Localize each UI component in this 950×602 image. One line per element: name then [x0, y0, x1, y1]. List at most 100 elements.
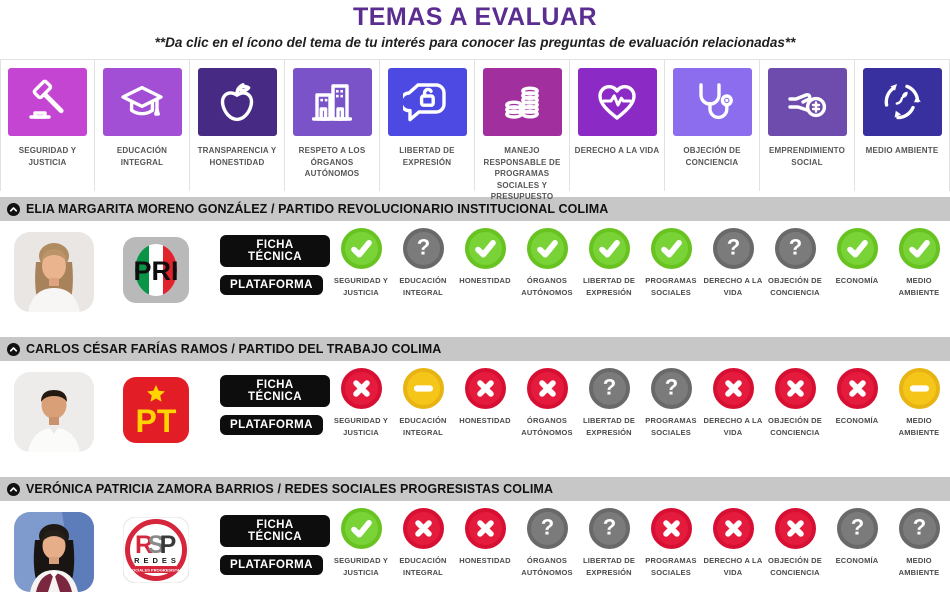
check-icon: [588, 228, 630, 269]
topic-card[interactable]: SEGURIDAD Y JUSTICIA: [0, 60, 95, 191]
result-item: OBJECIÓN DE CONCIENCIA: [764, 508, 826, 602]
ficha-tecnica-button[interactable]: FICHA TÉCNICA: [220, 515, 330, 547]
check-icon: [836, 228, 878, 269]
result-item: SEGURIDAD Y JUSTICIA: [330, 508, 392, 602]
section-header[interactable]: CARLOS CÉSAR FARÍAS RAMOS / PARTIDO DEL …: [0, 337, 950, 361]
pt-party-logo: PT: [123, 377, 189, 443]
cross-icon: [526, 368, 568, 409]
stethoscope-icon[interactable]: [672, 68, 752, 136]
result-item: DERECHO A LA VIDA: [702, 508, 764, 602]
result-item: HONESTIDAD: [454, 508, 516, 602]
candidate-buttons: FICHA TÉCNICA PLATAFORMA: [220, 512, 330, 602]
question-icon: ?: [774, 228, 816, 269]
svg-text:S: S: [148, 531, 165, 559]
collapse-chevron-icon[interactable]: [7, 482, 20, 496]
cross-icon: [774, 368, 816, 409]
result-item: ? ÓRGANOS AUTÓNOMOS: [516, 508, 578, 602]
svg-text:REDES: REDES: [134, 556, 180, 565]
heart-pulse-icon[interactable]: [577, 68, 657, 136]
candidate-section: ELIA MARGARITA MORENO GONZÁLEZ / PARTIDO…: [0, 197, 950, 331]
result-item: OBJECIÓN DE CONCIENCIA: [764, 368, 826, 471]
speech-lock-icon[interactable]: [387, 68, 467, 136]
coins-icon[interactable]: [482, 68, 562, 136]
topic-card[interactable]: OBJECIÓN DE CONCIENCIA: [665, 60, 760, 191]
svg-text:SOCIALES PROGRESISTAS: SOCIALES PROGRESISTAS: [129, 567, 182, 572]
topic-card[interactable]: DERECHO A LA VIDA: [570, 60, 665, 191]
result-item: ECONOMÍA: [826, 368, 888, 471]
collapse-chevron-icon[interactable]: [7, 202, 20, 216]
section-header[interactable]: ELIA MARGARITA MORENO GONZÁLEZ / PARTIDO…: [0, 197, 950, 221]
topic-card[interactable]: LIBERTAD DE EXPRESIÓN: [380, 60, 475, 191]
result-item: MEDIO AMBIENTE: [888, 228, 950, 331]
candidate-left-block: PT FICHA TÉCNICA PLATAFORMA: [0, 361, 330, 471]
result-label: SEGURIDAD Y JUSTICIA: [333, 416, 389, 437]
result-label: ECONOMÍA: [835, 276, 879, 285]
cross-icon: [402, 508, 444, 549]
result-label: OBJECIÓN DE CONCIENCIA: [768, 276, 822, 297]
topic-label: MEDIO AMBIENTE: [865, 146, 939, 155]
cross-icon: [712, 508, 754, 549]
ficha-tecnica-button[interactable]: FICHA TÉCNICA: [220, 235, 330, 267]
candidate-name: VERÓNICA PATRICIA ZAMORA BARRIOS / REDES…: [26, 482, 554, 496]
result-label: DERECHO A LA VIDA: [703, 556, 763, 577]
candidate-buttons: FICHA TÉCNICA PLATAFORMA: [220, 372, 330, 471]
topic-card[interactable]: MEDIO AMBIENTE: [855, 60, 950, 191]
result-label: OBJECIÓN DE CONCIENCIA: [768, 556, 822, 577]
section-header[interactable]: VERÓNICA PATRICIA ZAMORA BARRIOS / REDES…: [0, 477, 950, 501]
collapse-chevron-icon[interactable]: [7, 342, 20, 356]
candidate-row: PT FICHA TÉCNICA PLATAFORMA SEGURIDAD Y …: [0, 361, 950, 471]
candidate-left-block: PRI FICHA TÉCNICA PLATAFORMA: [0, 221, 330, 331]
gavel-icon[interactable]: [8, 68, 87, 136]
topic-label: OBJECIÓN DE CONCIENCIA: [683, 146, 741, 167]
result-item: HONESTIDAD: [454, 228, 516, 331]
photo-woman-1: [14, 232, 94, 312]
topic-card[interactable]: MANEJO RESPONSABLE DE PROGRAMAS SOCIALES…: [475, 60, 570, 201]
topic-card[interactable]: RESPETO A LOS ÓRGANOS AUTÓNOMOS: [285, 60, 380, 191]
plataforma-button[interactable]: PLATAFORMA: [220, 415, 323, 435]
pt-logo-icon: PT: [123, 377, 189, 443]
result-label: ÓRGANOS AUTÓNOMOS: [521, 416, 573, 437]
result-label: HONESTIDAD: [459, 276, 511, 285]
result-item: ? LIBERTAD DE EXPRESIÓN: [578, 368, 640, 471]
hand-coin-icon[interactable]: [767, 68, 847, 136]
plataforma-button[interactable]: PLATAFORMA: [220, 275, 323, 295]
graduation-cap-icon[interactable]: [102, 68, 182, 136]
result-label: ECONOMÍA: [835, 556, 879, 565]
result-item: ECONOMÍA: [826, 228, 888, 331]
question-icon: ?: [526, 508, 568, 549]
apple-icon[interactable]: [197, 68, 277, 136]
buildings-icon[interactable]: [292, 68, 372, 136]
svg-text:R: R: [135, 531, 153, 559]
candidate-sections: ELIA MARGARITA MORENO GONZÁLEZ / PARTIDO…: [0, 197, 950, 602]
question-icon: ?: [836, 508, 878, 549]
topic-card[interactable]: EDUCACIÓN INTEGRAL: [95, 60, 190, 191]
check-icon: [464, 228, 506, 269]
question-icon: ?: [588, 508, 630, 549]
cross-icon: [836, 368, 878, 409]
topic-label: MANEJO RESPONSABLE DE PROGRAMAS SOCIALES…: [483, 146, 561, 202]
question-icon: ?: [650, 368, 692, 409]
svg-text:?: ?: [416, 235, 429, 260]
topic-card[interactable]: EMPRENDIMIENTO SOCIAL: [760, 60, 855, 191]
question-icon: ?: [402, 228, 444, 269]
recycle-icon[interactable]: [862, 68, 942, 136]
plataforma-button[interactable]: PLATAFORMA: [220, 555, 323, 575]
candidate-row: PRI FICHA TÉCNICA PLATAFORMA SEGURIDAD Y…: [0, 221, 950, 331]
cross-icon: [464, 508, 506, 549]
result-label: MEDIO AMBIENTE: [898, 276, 940, 297]
candidate-photo: [14, 512, 94, 592]
result-label: SEGURIDAD Y JUSTICIA: [333, 556, 389, 577]
photo-woman-2: [14, 512, 94, 592]
check-icon: [340, 508, 382, 549]
candidate-buttons: FICHA TÉCNICA PLATAFORMA: [220, 232, 330, 331]
question-icon: ?: [898, 508, 940, 549]
result-label: ECONOMÍA: [835, 416, 879, 425]
svg-text:P: P: [160, 531, 177, 559]
result-item: ? LIBERTAD DE EXPRESIÓN: [578, 508, 640, 602]
topic-card[interactable]: TRANSPARENCIA Y HONESTIDAD: [190, 60, 285, 191]
candidate-section: VERÓNICA PATRICIA ZAMORA BARRIOS / REDES…: [0, 477, 950, 602]
svg-text:?: ?: [788, 235, 801, 260]
ficha-tecnica-button[interactable]: FICHA TÉCNICA: [220, 375, 330, 407]
result-item: DERECHO A LA VIDA: [702, 368, 764, 471]
